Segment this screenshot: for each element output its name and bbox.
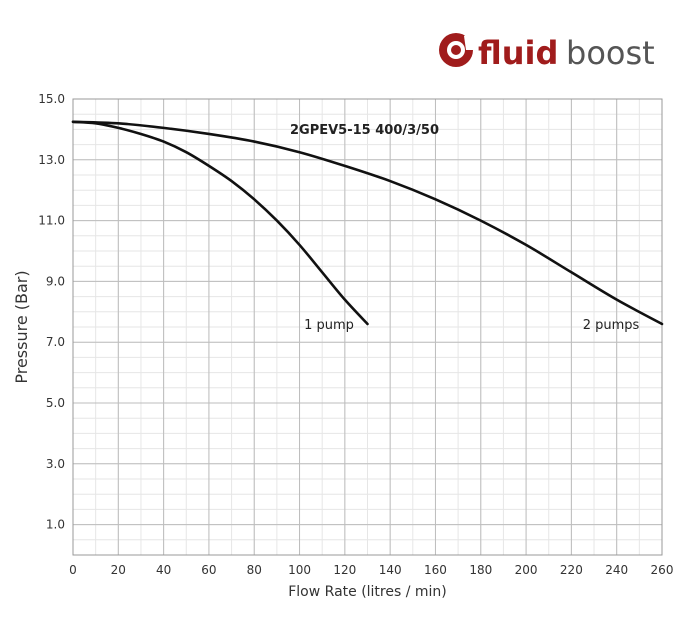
x-axis-title: Flow Rate (litres / min) [288, 584, 447, 600]
series-label-1: 1 pump [304, 318, 354, 333]
plot-frame [72, 98, 663, 556]
fluidboost-logo: fluid boost [439, 32, 655, 72]
y-tick-label: 5.0 [46, 396, 65, 410]
x-tick-label: 80 [247, 563, 262, 577]
series-label-2: 2 pumps [583, 318, 640, 333]
x-tick-label: 200 [515, 563, 538, 577]
x-axis-ticks: 0 20 40 60 80 100 120 140 160 180 200 220 240 260 [69, 563, 673, 577]
logo-word-bold: fluid [478, 34, 558, 72]
grid-minor [72, 98, 663, 556]
logo-mark-icon [439, 32, 474, 67]
y-tick-label: 13.0 [38, 153, 65, 167]
y-axis-ticks: 1.0 3.0 5.0 7.0 9.0 11.0 13.0 15.0 [38, 92, 65, 532]
y-tick-label: 1.0 [46, 518, 65, 532]
x-tick-label: 120 [333, 563, 356, 577]
series-line-2 [71, 120, 664, 326]
y-tick-label: 7.0 [46, 335, 65, 349]
y-tick-label: 15.0 [38, 92, 65, 106]
y-tick-label: 3.0 [46, 457, 65, 471]
y-tick-label: 9.0 [46, 274, 65, 288]
x-tick-label: 180 [469, 563, 492, 577]
logo-word-light: boost [566, 34, 655, 72]
x-tick-label: 60 [201, 563, 216, 577]
series-layer: 1 pump 2 pumps [71, 120, 664, 333]
x-tick-label: 240 [605, 563, 628, 577]
chart-title: 2GPEV5-15 400/3/50 [290, 123, 439, 138]
series-line-1 [71, 120, 369, 326]
y-tick-label: 11.0 [38, 214, 65, 228]
x-tick-label: 20 [111, 563, 126, 577]
x-tick-label: 100 [288, 563, 311, 577]
x-tick-label: 40 [156, 563, 171, 577]
y-axis-title: Pressure (Bar) [12, 270, 31, 383]
x-tick-label: 140 [379, 563, 402, 577]
x-tick-label: 0 [69, 563, 77, 577]
x-tick-label: 260 [651, 563, 674, 577]
x-tick-label: 220 [560, 563, 583, 577]
x-tick-label: 160 [424, 563, 447, 577]
